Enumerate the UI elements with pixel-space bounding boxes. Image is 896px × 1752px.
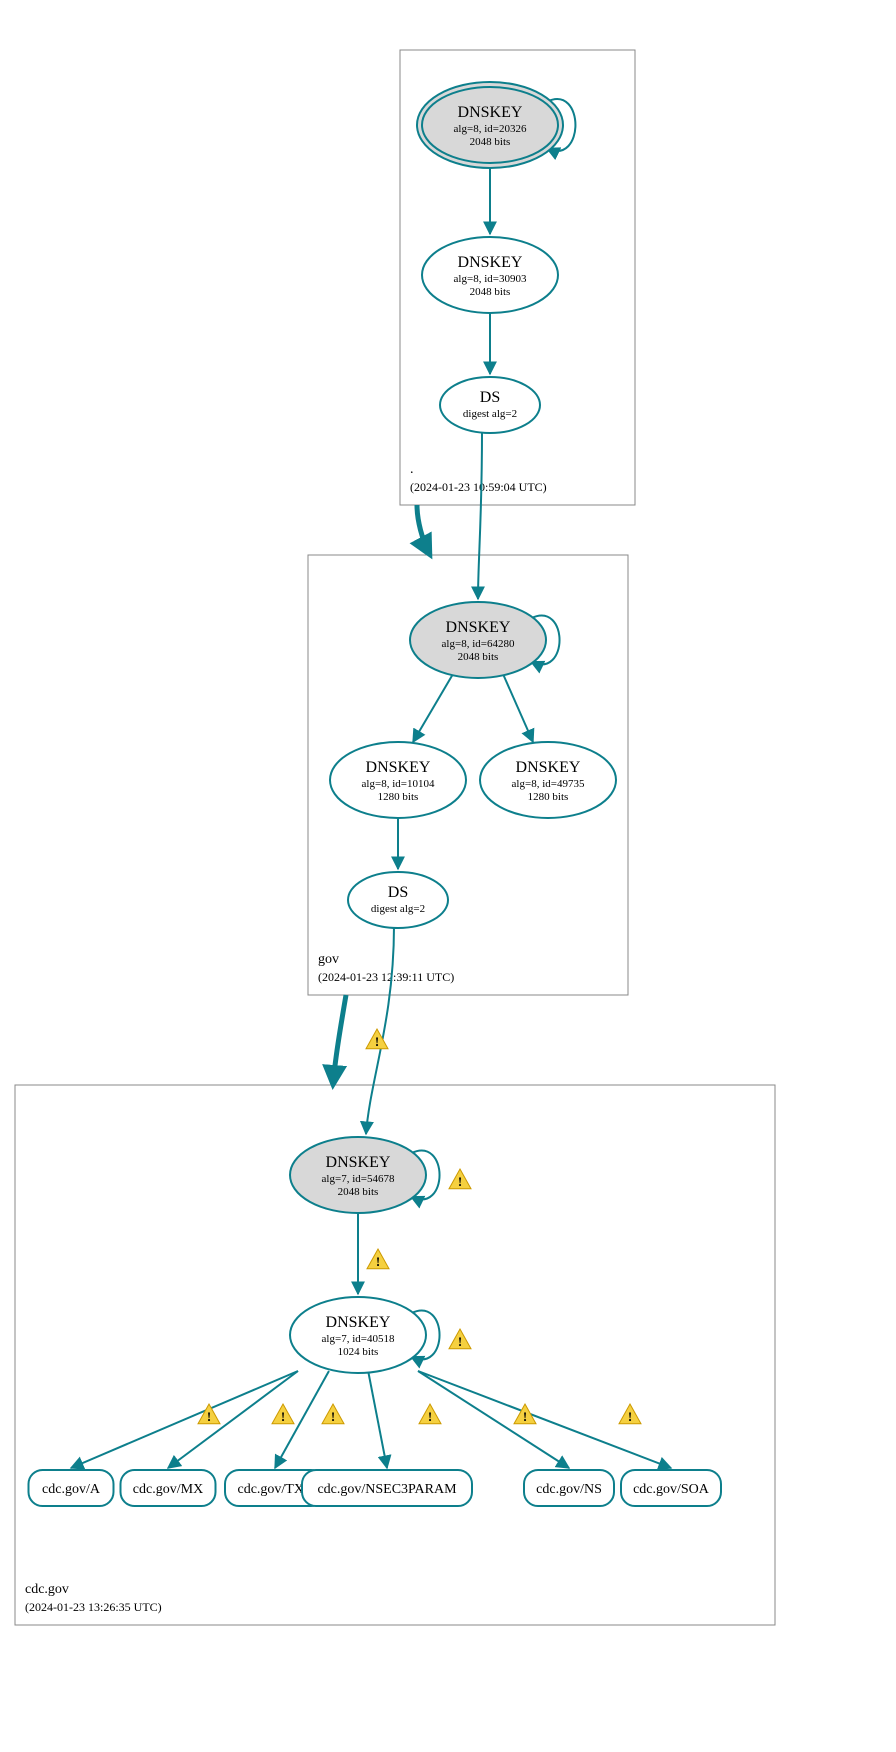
warning-mark: ! — [331, 1409, 335, 1424]
edge — [368, 1371, 387, 1468]
zone-name-root: . — [410, 462, 414, 477]
node-line2-gov_ksk: 2048 bits — [458, 651, 499, 663]
node-line2-root_zsk: 2048 bits — [470, 286, 511, 298]
warning-mark: ! — [628, 1409, 632, 1424]
warning-mark: ! — [428, 1409, 432, 1424]
node-title-cdc_ksk: DNSKEY — [326, 1154, 391, 1171]
edge — [503, 674, 533, 742]
node-line1-gov_ksk: alg=8, id=64280 — [442, 638, 515, 650]
node-title-gov_ksk: DNSKEY — [446, 619, 511, 636]
record-label: cdc.gov/MX — [133, 1482, 203, 1497]
zone-timestamp-root: (2024-01-23 10:59:04 UTC) — [410, 480, 547, 494]
warning-mark: ! — [458, 1334, 462, 1349]
node-line1-root_zsk: alg=8, id=30903 — [454, 273, 527, 285]
node-title-root_ksk: DNSKEY — [458, 104, 523, 121]
node-line2-cdc_zsk: 1024 bits — [338, 1346, 379, 1358]
warning-mark: ! — [523, 1409, 527, 1424]
node-title-gov_zsk1: DNSKEY — [366, 759, 431, 776]
zone-name-gov: gov — [318, 952, 339, 967]
node-line2-root_ksk: 2048 bits — [470, 136, 511, 148]
node-line2-gov_zsk1: 1280 bits — [378, 791, 419, 803]
record-label: cdc.gov/NSEC3PARAM — [317, 1482, 457, 1497]
record-label: cdc.gov/A — [42, 1482, 101, 1497]
zone-timestamp-gov: (2024-01-23 12:39:11 UTC) — [318, 970, 454, 984]
edge — [478, 431, 482, 599]
record-label: cdc.gov/SOA — [633, 1482, 710, 1497]
warning-mark: ! — [376, 1254, 380, 1269]
zone-name-cdc: cdc.gov — [25, 1582, 69, 1597]
edge — [413, 674, 453, 742]
node-line1-root_ds: digest alg=2 — [463, 408, 517, 420]
edge — [366, 926, 394, 1134]
dnssec-diagram: . (2024-01-23 10:59:04 UTC) gov (2024-01-23… — [0, 0, 896, 1752]
warning-mark: ! — [458, 1174, 462, 1189]
node-title-gov_ds: DS — [388, 884, 408, 901]
node-title-root_zsk: DNSKEY — [458, 254, 523, 271]
node-title-root_ds: DS — [480, 389, 500, 406]
node-line2-cdc_ksk: 2048 bits — [338, 1186, 379, 1198]
node-line1-gov_zsk2: alg=8, id=49735 — [512, 778, 585, 790]
node-line1-gov_zsk1: alg=8, id=10104 — [362, 778, 435, 790]
warning-mark: ! — [375, 1034, 379, 1049]
node-line1-cdc_ksk: alg=7, id=54678 — [322, 1173, 395, 1185]
node-title-gov_zsk2: DNSKEY — [516, 759, 581, 776]
node-line1-gov_ds: digest alg=2 — [371, 903, 425, 915]
edge — [333, 995, 346, 1085]
warning-mark: ! — [281, 1409, 285, 1424]
node-line2-gov_zsk2: 1280 bits — [528, 791, 569, 803]
node-line1-root_ksk: alg=8, id=20326 — [454, 123, 527, 135]
node-line1-cdc_zsk: alg=7, id=40518 — [322, 1333, 395, 1345]
warning-mark: ! — [207, 1409, 211, 1424]
edge — [71, 1371, 298, 1468]
edge — [417, 505, 430, 555]
record-label: cdc.gov/NS — [536, 1482, 602, 1497]
node-title-cdc_zsk: DNSKEY — [326, 1314, 391, 1331]
zone-timestamp-cdc: (2024-01-23 13:26:35 UTC) — [25, 1600, 162, 1614]
